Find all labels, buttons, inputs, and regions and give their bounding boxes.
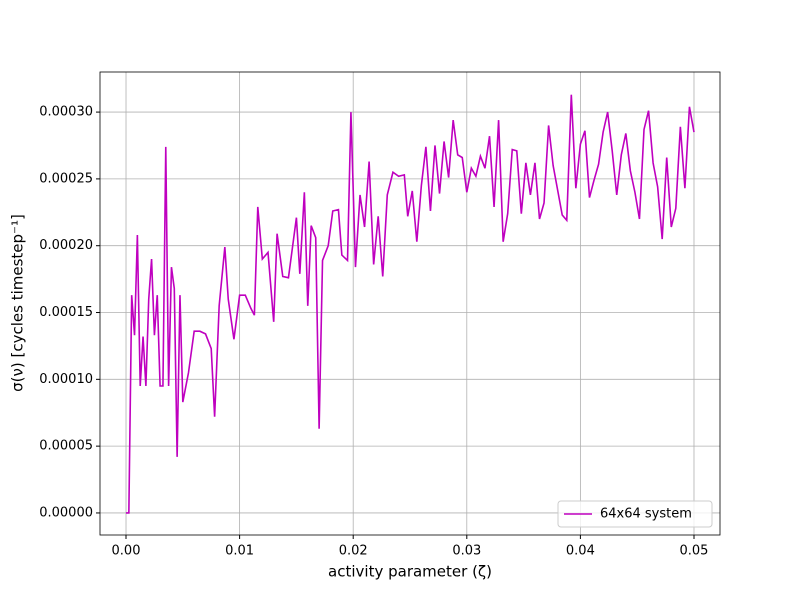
x-tick-label: 0.04 (566, 544, 595, 559)
y-tick-label: 0.00005 (39, 439, 93, 454)
y-tick-label: 0.00020 (39, 238, 93, 253)
plot-frame (99, 71, 721, 536)
x-tick-label: 0.00 (112, 544, 141, 559)
x-tick-label: 0.05 (680, 544, 709, 559)
x-tick-label: 0.02 (339, 544, 368, 559)
y-tick-label: 0.00025 (39, 171, 93, 186)
data-line (126, 94, 695, 514)
x-tick-label: 0.01 (225, 544, 254, 559)
y-tick-label: 0.00030 (39, 105, 93, 120)
legend-label: 64x64 system (600, 507, 692, 522)
x-axis-label: activity parameter (ζ) (328, 563, 492, 581)
y-axis-label: σ(ν) [cycles timestep⁻¹] (9, 214, 27, 392)
y-tick-label: 0.00015 (39, 305, 93, 320)
x-tick-label: 0.03 (452, 544, 481, 559)
y-tick-label: 0.00010 (39, 372, 93, 387)
y-tick-label: 0.00000 (39, 505, 93, 520)
legend-box (557, 500, 713, 528)
